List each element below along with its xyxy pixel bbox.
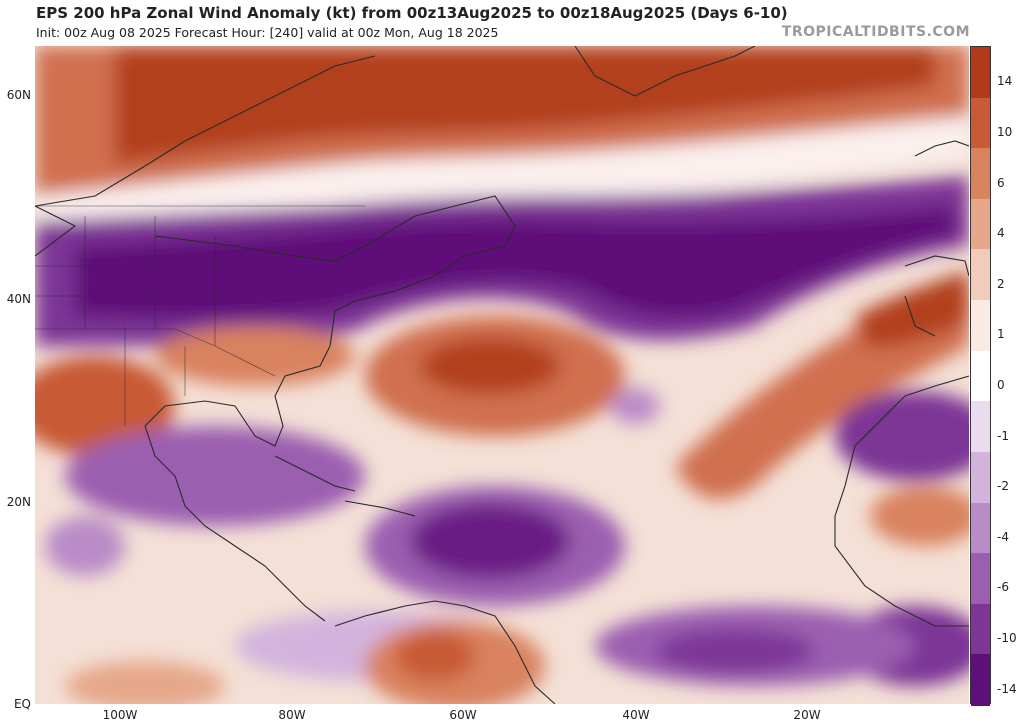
lon-label-60w: 60W — [449, 708, 477, 722]
colorbar-label: 0 — [997, 378, 1005, 392]
colorbar-label: 1 — [997, 327, 1005, 342]
colorbar-segment — [971, 603, 990, 656]
lon-label-20w: 20W — [793, 708, 821, 722]
chart-title: EPS 200 hPa Zonal Wind Anomaly (kt) from… — [36, 4, 788, 22]
anomaly-map — [35, 46, 969, 704]
colorbar-segment — [971, 148, 990, 200]
colorbar-label: -14 — [997, 681, 1017, 696]
colorbar-segment — [971, 401, 990, 453]
brand-watermark: TROPICALTIDBITS.COM — [781, 24, 970, 40]
colorbar-label: 6 — [997, 175, 1005, 190]
colorbar-label: -2 — [997, 479, 1009, 494]
colorbar-label: 10 — [997, 124, 1013, 139]
colorbar-segment — [971, 350, 990, 403]
lon-label-80w: 80W — [278, 708, 306, 722]
colorbar-segment — [971, 97, 990, 150]
colorbar-label: -4 — [997, 529, 1009, 544]
colorbar-segment — [971, 553, 990, 605]
colorbar-label: -1 — [997, 428, 1009, 443]
lat-label-60n: 60N — [6, 88, 31, 102]
colorbar-segment — [971, 249, 990, 302]
anomaly-map-svg — [35, 46, 969, 704]
colorbar-segment — [971, 198, 990, 251]
colorbar — [970, 46, 991, 706]
lat-label-eq: EQ — [13, 697, 31, 711]
colorbar-segment — [971, 47, 990, 99]
colorbar-label: -10 — [997, 631, 1017, 646]
colorbar-label: -6 — [997, 580, 1009, 595]
colorbar-label: 4 — [997, 226, 1005, 241]
colorbar-segment — [971, 300, 990, 352]
colorbar-label: 14 — [997, 74, 1013, 89]
borders-overlay — [35, 205, 365, 426]
colorbar-segment — [971, 451, 990, 504]
colorbar-segment — [971, 502, 990, 555]
colorbar-segment — [971, 654, 990, 706]
colorbar-label: 2 — [997, 276, 1005, 291]
lat-label-20n: 20N — [6, 495, 31, 509]
lon-label-100w: 100W — [102, 708, 138, 722]
lat-label-40n: 40N — [6, 292, 31, 306]
chart-subtitle: Init: 00z Aug 08 2025 Forecast Hour: [24… — [36, 25, 499, 40]
lon-label-40w: 40W — [622, 708, 650, 722]
coastline-overlay — [35, 46, 969, 704]
